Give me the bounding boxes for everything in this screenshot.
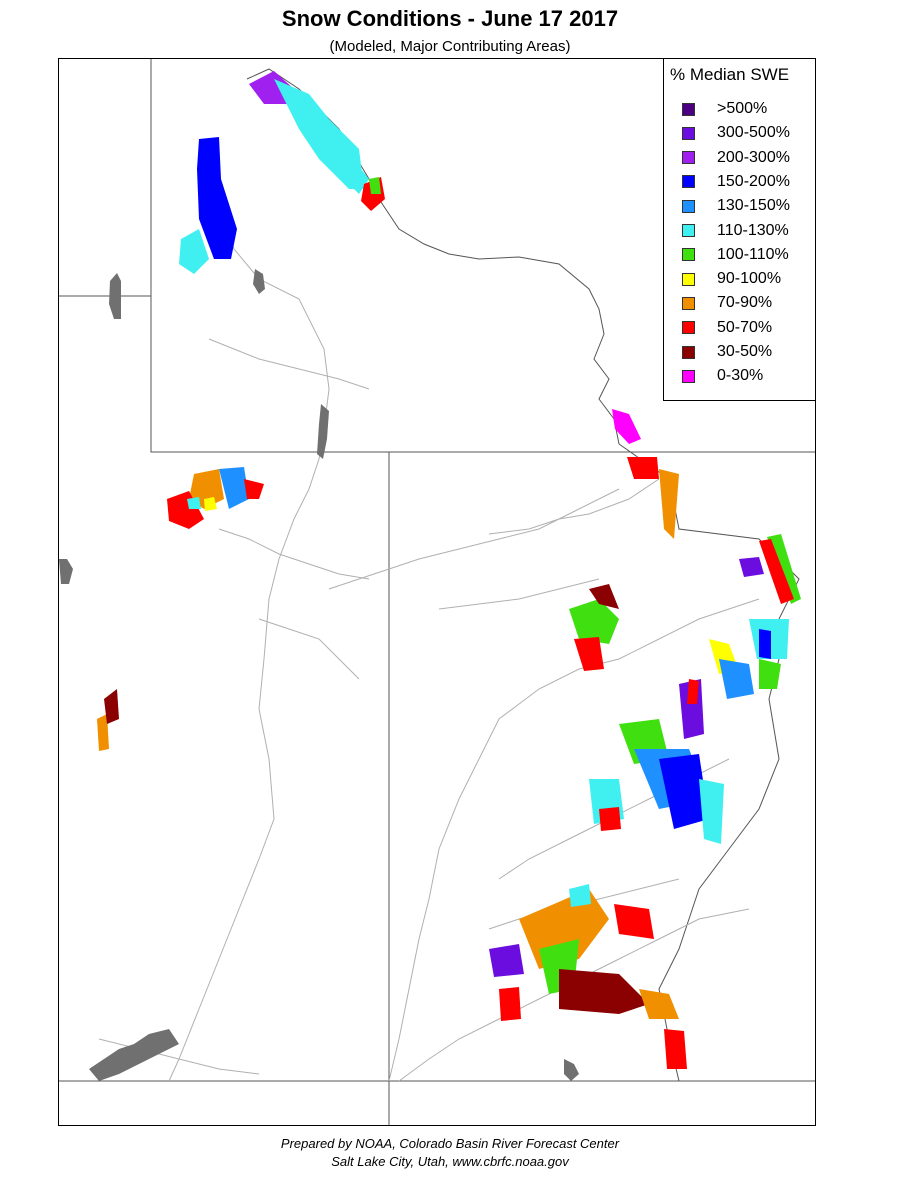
legend-item: 30-50%	[682, 341, 772, 363]
virgin-river	[98, 1038, 260, 1075]
legend-swatch	[682, 321, 695, 335]
legend-item: 70-90%	[682, 292, 772, 314]
legend: % Median SWE >500% 300-500% 200-300% 150-20…	[663, 58, 816, 401]
legend-label: 30-50%	[717, 343, 773, 360]
legend-label: 50-70%	[717, 318, 773, 336]
legend-label: 70-90%	[717, 294, 773, 312]
snow-patch	[104, 689, 119, 724]
legend-item: 300-500%	[682, 122, 790, 144]
duchesne-river	[218, 528, 370, 580]
snow-patch	[187, 497, 201, 509]
snow-patch	[639, 989, 679, 1019]
legend-swatch	[682, 272, 695, 286]
snow-patch	[204, 497, 217, 511]
legend-item: 150-200%	[682, 171, 790, 193]
rivers	[98, 148, 760, 1082]
snow-patch	[759, 629, 771, 659]
navajo-reservoir	[564, 1059, 579, 1081]
legend-title: % Median SWE	[670, 65, 790, 84]
snow-patch	[574, 637, 604, 671]
snow-patch	[759, 659, 781, 689]
legend-item: >500%	[682, 98, 767, 120]
snow-patch	[319, 129, 369, 194]
legend-item: 110-130%	[682, 220, 789, 242]
legend-item: 100-110%	[682, 244, 789, 266]
legend-swatch	[682, 175, 695, 189]
legend-item: 0-30%	[682, 365, 763, 387]
little-snake-river	[438, 578, 600, 610]
legend-label: >500%	[717, 100, 768, 117]
lake-powell	[89, 1029, 179, 1081]
map-canvas	[59, 59, 815, 1125]
snow-patch	[559, 969, 649, 1014]
colorado-river	[388, 598, 760, 1082]
snow-patch	[97, 714, 109, 751]
legend-label: 300-500%	[717, 124, 790, 142]
fontenelle-reservoir	[253, 269, 265, 294]
snow-patch	[499, 987, 521, 1021]
legend-label: 0-30%	[717, 367, 764, 385]
snow-patch	[244, 479, 264, 499]
legend-swatch	[682, 369, 695, 383]
snow-patch	[197, 137, 237, 259]
credit-line-2: Salt Lake City, Utah, www.cbrfc.noaa.gov	[331, 1154, 569, 1169]
snow-patch	[589, 584, 619, 609]
snow-patch	[219, 467, 249, 509]
legend-swatch	[682, 345, 695, 359]
snow-patch	[569, 884, 591, 907]
legend-label: 110-130%	[717, 221, 789, 239]
lakes	[59, 269, 579, 1081]
white-river	[328, 488, 620, 590]
legend-item: 50-70%	[682, 317, 772, 339]
snow-patch	[687, 679, 699, 704]
snow-patches	[97, 71, 801, 1069]
map-subtitle: (Modeled, Major Contributing Areas)	[329, 38, 571, 55]
snow-patch	[179, 229, 209, 274]
snow-patch	[759, 539, 794, 604]
legend-item: 130-150%	[682, 195, 790, 217]
legend-swatch	[682, 199, 695, 213]
map-frame	[58, 58, 816, 1126]
legend-label: 150-200%	[717, 172, 790, 190]
legend-item: 90-100%	[682, 268, 781, 290]
yampa-river	[488, 478, 660, 535]
legend-swatch	[682, 248, 695, 262]
legend-label: 90-100%	[717, 270, 782, 288]
legend-swatch	[682, 224, 695, 237]
utah-lake	[59, 559, 73, 584]
snow-patch	[369, 177, 381, 194]
snow-patch	[627, 457, 659, 479]
snow-patch	[612, 409, 641, 444]
legend-item: 200-300%	[682, 147, 790, 169]
legend-label: 130-150%	[717, 197, 790, 215]
green-river	[168, 148, 330, 1082]
sweetwater-river	[208, 338, 370, 390]
basin-outline-east	[618, 443, 800, 1082]
legend-label: 100-110%	[717, 245, 789, 263]
snow-patch	[699, 779, 724, 844]
snow-patch	[664, 1029, 687, 1069]
snow-patch	[659, 754, 709, 829]
snow-patch	[719, 659, 754, 699]
price-river	[258, 618, 360, 680]
legend-swatch	[682, 102, 695, 116]
flaming-gorge-reservoir	[317, 404, 329, 459]
bear-lake	[109, 273, 121, 319]
snow-patch	[167, 491, 204, 529]
snow-patch	[739, 557, 764, 577]
snow-patch	[614, 904, 654, 939]
snow-patch	[489, 944, 524, 977]
snow-patch	[569, 599, 619, 644]
snow-patch	[659, 469, 679, 539]
map-title: Snow Conditions - June 17 2017	[281, 6, 619, 31]
wyoming-boundary	[150, 59, 815, 453]
legend-label: 200-300%	[717, 148, 790, 166]
snow-patch	[599, 807, 621, 831]
legend-swatch	[682, 151, 695, 165]
legend-swatch	[682, 126, 695, 140]
legend-swatch	[682, 296, 695, 310]
credit-line-1: Prepared by NOAA, Colorado Basin River F…	[280, 1136, 620, 1151]
